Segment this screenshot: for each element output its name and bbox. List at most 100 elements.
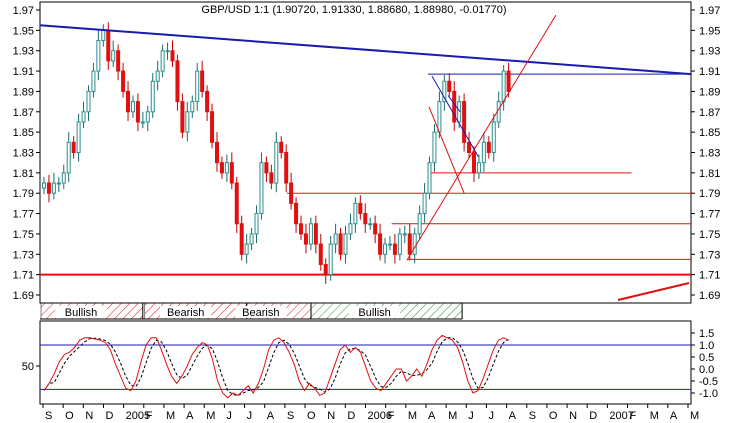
left-tick-label: 1.69	[13, 290, 34, 302]
osc-k-line	[43, 334, 509, 399]
candle-body	[343, 233, 348, 255]
candle-body	[274, 141, 279, 184]
candle-body	[130, 101, 135, 113]
osc-tick-label: 1.0	[699, 340, 714, 352]
x-tick-label: O	[65, 410, 74, 422]
candle-body	[254, 213, 259, 235]
candle-body	[457, 101, 462, 123]
candle-body	[195, 70, 200, 103]
right-tick-label: 1.71	[699, 270, 720, 282]
candle-body	[506, 70, 511, 92]
x-tick-label: F	[630, 410, 637, 422]
right-tick-label: 1.73	[699, 249, 720, 261]
candle-body	[170, 50, 175, 62]
candle-body	[427, 162, 432, 194]
candle-body	[175, 60, 180, 103]
x-tick-label: F	[388, 410, 395, 422]
candle-body	[447, 80, 452, 92]
candle-body	[467, 141, 472, 153]
candle-body	[294, 202, 299, 225]
candle-body	[422, 192, 427, 215]
x-tick-label: M	[448, 410, 457, 422]
band-label: Bullish	[358, 307, 390, 319]
candle-body	[71, 141, 76, 153]
left-tick-label: 1.89	[13, 86, 34, 98]
pattern-line	[447, 95, 461, 113]
candle-body	[501, 70, 506, 103]
x-tick-label: J	[488, 410, 494, 422]
x-tick-label: F	[146, 410, 153, 422]
x-tick-label: D	[589, 410, 597, 422]
x-tick-label: M	[206, 410, 215, 422]
candle-body	[333, 233, 338, 245]
right-tick-label: 1.97	[699, 5, 720, 17]
band-label-bg	[159, 306, 212, 318]
candle-body	[190, 101, 195, 113]
x-tick-label: D	[347, 410, 355, 422]
candle-body	[165, 50, 170, 53]
candle-body	[106, 29, 111, 62]
candle-body	[407, 233, 412, 255]
candle-body	[313, 223, 318, 245]
left-tick-label: 1.75	[13, 229, 34, 241]
candle-body	[402, 233, 407, 236]
x-tick-label: M	[690, 410, 699, 422]
right-tick-label: 1.89	[699, 86, 720, 98]
x-tick-label: S	[287, 410, 294, 422]
candle-body	[239, 223, 244, 255]
left-tick-label: 1.93	[13, 46, 34, 58]
x-tick-label: J	[226, 410, 232, 422]
x-tick-label: M	[650, 410, 659, 422]
left-price-axis: 1.97 1.95 1.93 1.91 1.89 1.87 1.85 1.83 1.81 1.79…	[13, 5, 40, 302]
osc-left-label: 50	[22, 361, 34, 373]
candle-body	[160, 50, 165, 72]
candle-body	[91, 70, 96, 92]
price-panel-frame	[39, 1, 692, 304]
candle-body	[140, 121, 145, 124]
right-tick-label: 1.85	[699, 127, 720, 139]
band-label: Bearish	[167, 307, 204, 319]
band-label-bg	[348, 306, 401, 318]
x-tick-label: N	[327, 410, 335, 422]
osc-tick-label: -0.5	[699, 376, 718, 388]
candle-body	[378, 233, 383, 255]
candle-body	[308, 223, 313, 245]
uptrend-line	[406, 14, 557, 261]
left-tick-label: 1.71	[13, 270, 34, 282]
candle-body	[229, 162, 234, 184]
x-tick-label: O	[307, 410, 316, 422]
candle-body	[145, 111, 150, 123]
candle-body	[249, 233, 254, 245]
right-tick-label: 1.93	[699, 46, 720, 58]
candle-body	[244, 243, 249, 255]
horizontal-levels	[40, 73, 691, 276]
candle-body	[116, 50, 121, 72]
candle-body	[214, 141, 219, 164]
candle-body	[269, 172, 274, 184]
candle-body	[328, 243, 333, 276]
x-tick-label: N	[85, 410, 93, 422]
left-tick-label: 1.95	[13, 25, 34, 37]
osc-tick-label: 1.5	[699, 328, 714, 340]
candle-body	[264, 162, 269, 174]
right-tick-label: 1.95	[699, 25, 720, 37]
projection-line	[617, 282, 690, 301]
candle-body	[42, 182, 46, 189]
x-tick-label: D	[105, 410, 113, 422]
osc-tick-label: 0.5	[699, 352, 714, 364]
candle-body	[417, 213, 422, 235]
candle-body	[303, 233, 308, 245]
right-tick-label: 1.69	[699, 290, 720, 302]
left-tick-label: 1.87	[13, 107, 34, 119]
x-tick-label: 2006	[368, 410, 392, 422]
osc-d-line	[43, 337, 509, 396]
x-tick-label: M	[166, 410, 175, 422]
candle-body	[289, 182, 294, 204]
candle-body	[476, 162, 481, 174]
candlestick-series	[42, 22, 511, 284]
candle-body	[452, 90, 457, 123]
x-tick-label: A	[267, 410, 275, 422]
candle-body	[481, 141, 486, 164]
candle-body	[205, 90, 210, 113]
